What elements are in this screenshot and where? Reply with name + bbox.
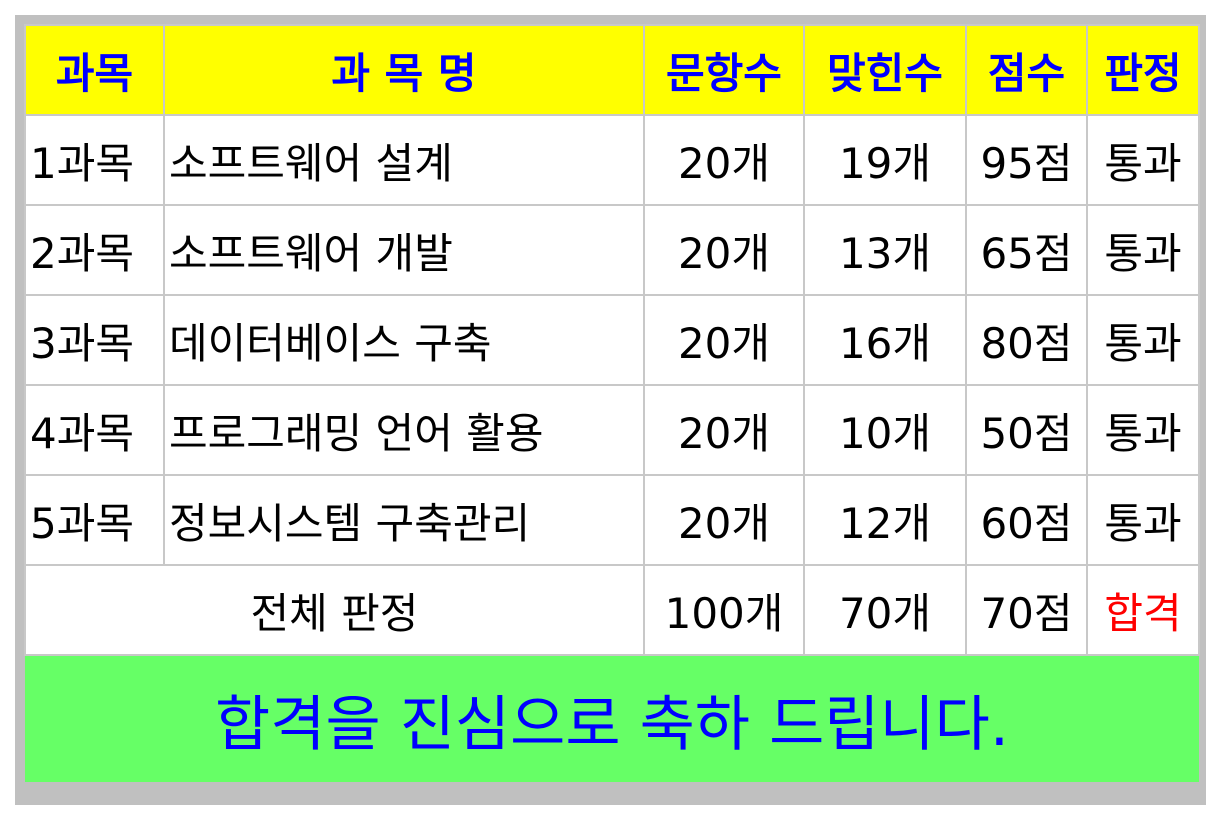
table-row: 2과목 소프트웨어 개발 20개 13개 65점 통과 <box>24 204 1200 296</box>
total-result: 합격 <box>1086 564 1200 656</box>
correct-cell: 16개 <box>803 294 967 386</box>
message-row: 합격을 진심으로 축하 드립니다. <box>25 655 1199 782</box>
correct-cell: 13개 <box>803 204 967 296</box>
header-row: 과목 과 목 명 문항수 맞힌수 점수 판정 <box>24 24 1200 116</box>
table-row: 4과목 프로그래밍 언어 활용 20개 10개 50점 통과 <box>24 384 1200 476</box>
name-cell: 소프트웨어 개발 <box>163 204 645 296</box>
exam-result-table: 과목 과 목 명 문항수 맞힌수 점수 판정 1과목 소프트웨어 설계 20개 … <box>24 24 1200 782</box>
questions-cell: 20개 <box>643 294 805 386</box>
result-cell: 통과 <box>1086 294 1200 386</box>
score-cell: 80점 <box>965 294 1088 386</box>
score-cell: 65점 <box>965 204 1088 296</box>
correct-cell: 19개 <box>803 114 967 206</box>
total-row: 전체 판정 100개 70개 70점 합격 <box>24 564 1200 656</box>
subject-cell: 5과목 <box>24 474 165 566</box>
total-label: 전체 판정 <box>24 564 645 656</box>
questions-cell: 20개 <box>643 114 805 206</box>
table-row: 3과목 데이터베이스 구축 20개 16개 80점 통과 <box>24 294 1200 386</box>
table-row: 1과목 소프트웨어 설계 20개 19개 95점 통과 <box>24 114 1200 206</box>
score-cell: 50점 <box>965 384 1088 476</box>
subject-cell: 2과목 <box>24 204 165 296</box>
questions-cell: 20개 <box>643 204 805 296</box>
questions-cell: 20개 <box>643 384 805 476</box>
result-cell: 통과 <box>1086 384 1200 476</box>
subject-cell: 3과목 <box>24 294 165 386</box>
header-score: 점수 <box>965 24 1088 116</box>
result-cell: 통과 <box>1086 114 1200 206</box>
header-questions: 문항수 <box>643 24 805 116</box>
header-correct: 맞힌수 <box>803 24 967 116</box>
name-cell: 정보시스템 구축관리 <box>163 474 645 566</box>
result-cell: 통과 <box>1086 474 1200 566</box>
correct-cell: 10개 <box>803 384 967 476</box>
result-cell: 통과 <box>1086 204 1200 296</box>
score-cell: 60점 <box>965 474 1088 566</box>
questions-cell: 20개 <box>643 474 805 566</box>
total-correct: 70개 <box>803 564 967 656</box>
congratulation-message: 합격을 진심으로 축하 드립니다. <box>25 655 1199 782</box>
total-questions: 100개 <box>643 564 805 656</box>
header-name: 과 목 명 <box>163 24 645 116</box>
name-cell: 데이터베이스 구축 <box>163 294 645 386</box>
name-cell: 프로그래밍 언어 활용 <box>163 384 645 476</box>
score-cell: 95점 <box>965 114 1088 206</box>
table-row: 5과목 정보시스템 구축관리 20개 12개 60점 통과 <box>24 474 1200 566</box>
total-score: 70점 <box>965 564 1088 656</box>
header-result: 판정 <box>1086 24 1200 116</box>
header-subject: 과목 <box>24 24 165 116</box>
name-cell: 소프트웨어 설계 <box>163 114 645 206</box>
subject-cell: 1과목 <box>24 114 165 206</box>
subject-cell: 4과목 <box>24 384 165 476</box>
correct-cell: 12개 <box>803 474 967 566</box>
